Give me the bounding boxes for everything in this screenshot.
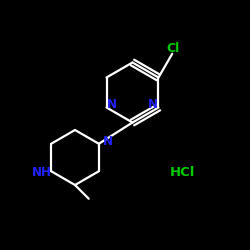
Text: HCl: HCl (170, 166, 195, 179)
Text: N: N (148, 98, 158, 111)
Text: N: N (103, 135, 113, 148)
Text: Cl: Cl (166, 42, 179, 55)
Text: N: N (107, 98, 117, 111)
Text: NH: NH (32, 166, 52, 179)
